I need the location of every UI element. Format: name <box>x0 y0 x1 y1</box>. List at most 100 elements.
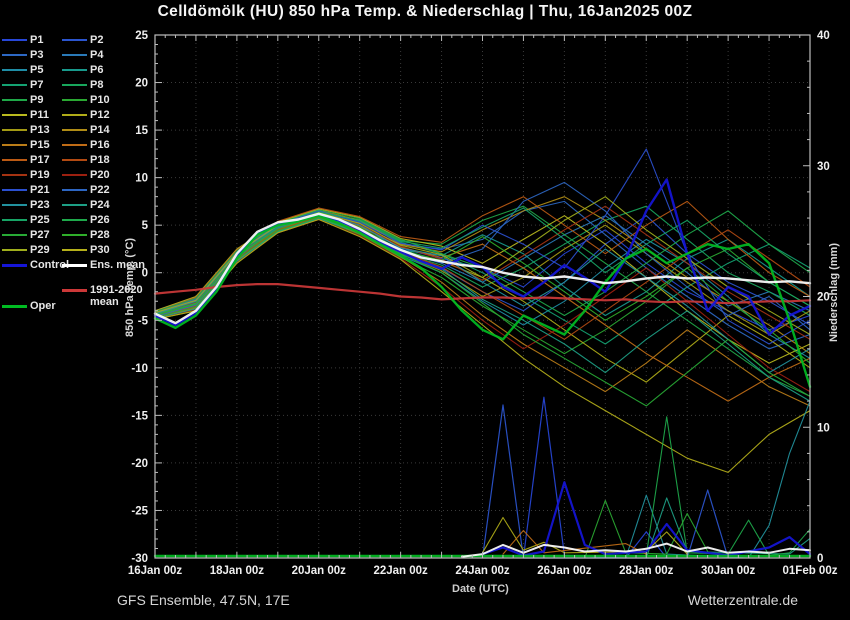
legend-label: P2 <box>90 34 104 46</box>
y-left-tick-label: 0 <box>142 268 148 280</box>
legend-item: P1 <box>2 33 43 47</box>
legend-item: Ens. mean <box>62 258 145 272</box>
legend-item: Oper <box>2 299 56 313</box>
series-Ens. mean-precip <box>461 542 811 558</box>
legend-label: P28 <box>90 229 110 241</box>
legend-swatch <box>62 234 87 236</box>
y-left-tick-label: 25 <box>135 30 148 42</box>
legend-label: 1991-2020 mean <box>90 284 143 308</box>
legend-item: P2 <box>62 33 103 47</box>
legend-label: P16 <box>90 139 110 151</box>
legend-item: Control <box>2 258 69 272</box>
legend-swatch <box>2 263 27 267</box>
legend-swatch <box>2 144 27 146</box>
y-right-tick-label: 20 <box>817 292 830 304</box>
legend-swatch <box>62 99 87 101</box>
legend-label: P14 <box>90 124 110 136</box>
page-title: Celldömölk (HU) 850 hPa Temp. & Niedersc… <box>157 3 693 20</box>
legend-item: P30 <box>62 243 110 257</box>
legend-swatch <box>62 174 87 176</box>
legend-swatch <box>62 189 87 191</box>
series-P18 <box>154 216 811 340</box>
legend-label: P4 <box>90 49 104 61</box>
y-left-tick-label: 5 <box>142 220 149 232</box>
y-left-tick-label: -15 <box>131 410 148 422</box>
series-P29 <box>154 196 811 336</box>
legend-item: P25 <box>2 213 50 227</box>
y-right-tick-label: 40 <box>817 30 830 42</box>
series-P25 <box>154 207 811 316</box>
legend-swatch <box>62 144 87 146</box>
legend-item: P29 <box>2 243 50 257</box>
legend-item: P16 <box>62 138 110 152</box>
legend-swatch <box>2 174 27 176</box>
x-tick-label: 18Jan 00z <box>210 565 265 577</box>
series-P21 <box>154 148 811 345</box>
legend-swatch <box>62 84 87 86</box>
legend-item: P13 <box>2 123 50 137</box>
legend-label: P25 <box>30 214 50 226</box>
y-left-axis-title: 850 hPa Temp. (°C) <box>124 238 136 337</box>
x-tick-label: 16Jan 00z <box>128 565 183 577</box>
y-left-tick-label: 15 <box>135 125 148 137</box>
legend-swatch <box>62 204 87 206</box>
y-left-tick-label: -30 <box>131 553 148 565</box>
y-right-tick-label: 10 <box>817 422 830 434</box>
legend-label: P15 <box>30 139 50 151</box>
series-P30 <box>154 218 811 473</box>
legend-label: P27 <box>30 229 50 241</box>
legend-swatch <box>2 219 27 221</box>
legend-swatch <box>2 99 27 101</box>
legend-item: P8 <box>62 78 103 92</box>
legend-swatch <box>62 219 87 221</box>
legend-label: Oper <box>30 300 56 312</box>
legend-swatch <box>62 263 87 267</box>
legend-label: P5 <box>30 64 44 76</box>
legend-label: P18 <box>90 154 110 166</box>
legend-label: P6 <box>90 64 104 76</box>
legend-item: P14 <box>62 123 110 137</box>
legend-item: P27 <box>2 228 50 242</box>
series-Ens. mean <box>153 212 812 325</box>
legend-label: P30 <box>90 244 110 256</box>
legend-label: P12 <box>90 109 110 121</box>
legend-swatch <box>2 54 27 56</box>
legend-item: P26 <box>62 213 110 227</box>
y-left-tick-label: -5 <box>138 315 149 327</box>
legend-swatch <box>2 204 27 206</box>
legend-swatch <box>62 39 87 41</box>
legend-item: P28 <box>62 228 110 242</box>
legend-swatch <box>62 249 87 251</box>
legend-item: P18 <box>62 153 110 167</box>
legend-item: P24 <box>62 198 110 212</box>
legend-label: P17 <box>30 154 50 166</box>
series-P12-precip <box>481 516 688 555</box>
legend-item: P7 <box>2 78 43 92</box>
x-tick-label: 26Jan 00z <box>537 565 592 577</box>
legend-swatch <box>62 289 87 292</box>
legend-label: P19 <box>30 169 50 181</box>
legend-label: P1 <box>30 34 44 46</box>
legend-label: P7 <box>30 79 44 91</box>
series-P26-precip <box>645 416 811 556</box>
legend-swatch <box>62 54 87 56</box>
legend-label: P8 <box>90 79 104 91</box>
legend-label: P20 <box>90 169 110 181</box>
legend-item: P5 <box>2 63 43 77</box>
y-right-tick-label: 0 <box>817 553 823 565</box>
legend-item: P12 <box>62 108 110 122</box>
x-tick-label: 20Jan 00z <box>292 565 347 577</box>
x-tick-label: 01Feb 00z <box>783 565 838 577</box>
series-P1-precip <box>522 396 668 559</box>
x-tick-label: 22Jan 00z <box>373 565 428 577</box>
legend-label: P10 <box>90 94 110 106</box>
y-right-tick-label: 30 <box>817 161 830 173</box>
legend-label: P29 <box>30 244 50 256</box>
site-credit-label: Wetterzentrale.de <box>687 592 798 608</box>
legend-item: P10 <box>62 93 110 107</box>
x-tick-label: 30Jan 00z <box>701 565 756 577</box>
legend-item: P22 <box>62 183 110 197</box>
legend-item: P3 <box>2 48 43 62</box>
legend-swatch <box>62 114 87 116</box>
legend-swatch <box>62 159 87 161</box>
